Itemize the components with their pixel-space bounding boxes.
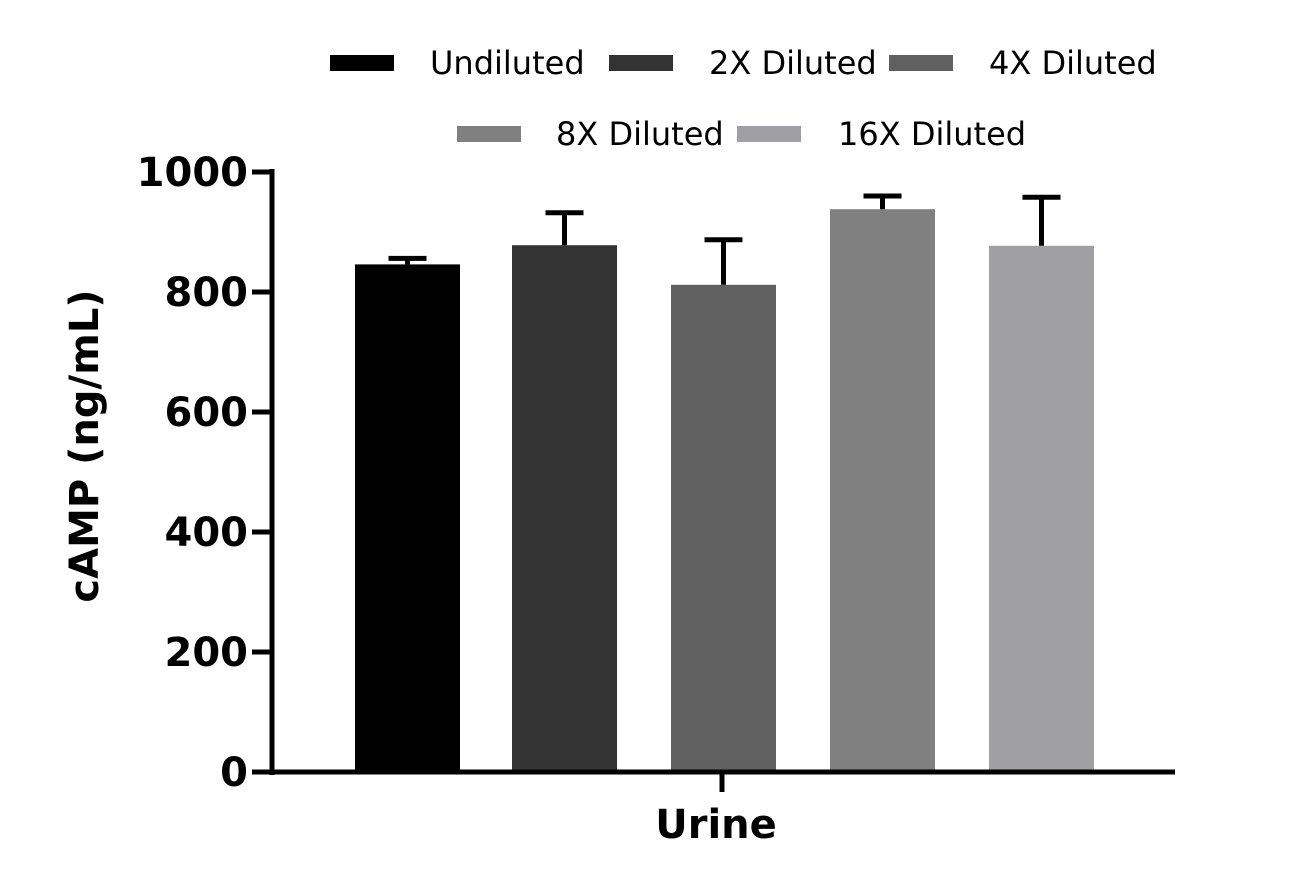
y-axis-title: cAMP (ng/mL) — [62, 289, 108, 602]
legend-label-4x-diluted: 4X Diluted — [989, 44, 1157, 82]
x-axis — [269, 769, 1175, 792]
legend-swatch-16x-diluted — [737, 126, 801, 142]
legend-swatch-undiluted — [330, 55, 394, 71]
legend-label-8x-diluted: 8X Diluted — [556, 115, 724, 153]
error-bars — [388, 193, 1061, 285]
legend-label-undiluted: Undiluted — [430, 44, 585, 82]
y-tick-label: 1000 — [137, 150, 248, 196]
legend-label-2x-diluted: 2X Diluted — [709, 44, 877, 82]
x-axis-title: Urine — [655, 802, 777, 848]
plot-area: 0 200 400 600 800 1000 — [137, 150, 1175, 796]
legend-swatch-2x-diluted — [609, 55, 673, 71]
bar-4x-diluted — [671, 284, 776, 772]
legend-label-16x-diluted: 16X Diluted — [838, 115, 1026, 153]
y-tick-label: 0 — [220, 750, 248, 796]
legend: Undiluted 2X Diluted 4X Diluted 8X Diluted 1… — [330, 44, 1157, 153]
bar-16x-diluted — [989, 245, 1094, 773]
y-axis: 0 200 400 600 800 1000 — [137, 150, 275, 796]
bars — [355, 209, 1094, 773]
y-tick-label: 400 — [165, 510, 249, 556]
bar-undiluted — [355, 264, 460, 772]
legend-swatch-4x-diluted — [889, 55, 953, 71]
y-tick-label: 800 — [165, 270, 249, 316]
bar-2x-diluted — [512, 245, 617, 772]
y-tick-label: 600 — [165, 390, 249, 436]
y-tick-label: 200 — [165, 630, 249, 676]
legend-swatch-8x-diluted — [457, 126, 521, 142]
bar-8x-diluted — [830, 209, 935, 772]
